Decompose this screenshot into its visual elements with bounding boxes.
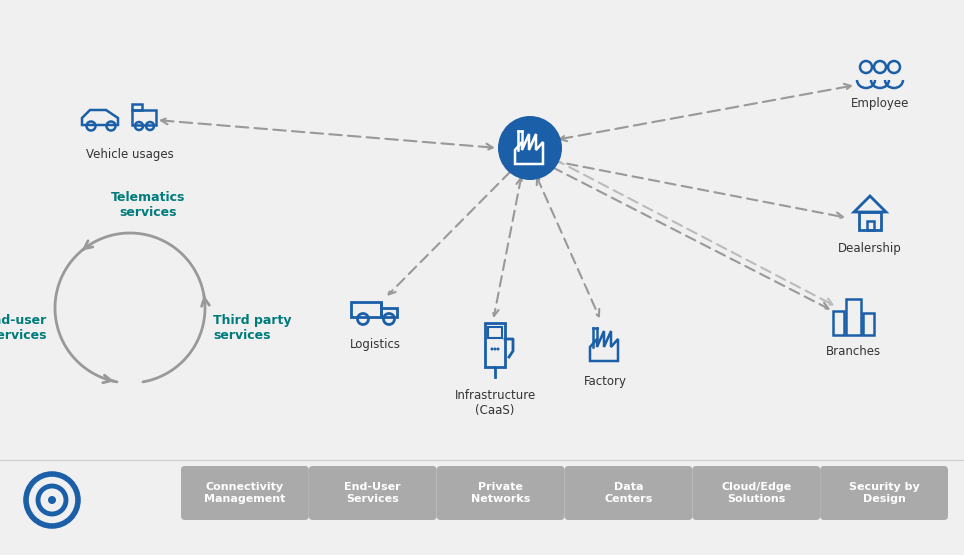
- FancyBboxPatch shape: [181, 466, 308, 520]
- Text: Security by
Design: Security by Design: [848, 482, 920, 504]
- FancyBboxPatch shape: [308, 466, 437, 520]
- Text: Vehicle usages: Vehicle usages: [86, 148, 174, 161]
- Bar: [488, 327, 502, 338]
- FancyBboxPatch shape: [692, 466, 820, 520]
- FancyBboxPatch shape: [565, 466, 692, 520]
- Text: Telematics
services: Telematics services: [111, 191, 185, 219]
- Text: Connectivity
Management: Connectivity Management: [204, 482, 285, 504]
- Text: Dealership: Dealership: [838, 242, 902, 255]
- Text: End-User
Services: End-User Services: [344, 482, 401, 504]
- Bar: [846, 299, 861, 335]
- Text: Infrastructure
(CaaS): Infrastructure (CaaS): [454, 389, 536, 417]
- FancyBboxPatch shape: [820, 466, 948, 520]
- Bar: [859, 212, 881, 230]
- Bar: [863, 313, 874, 335]
- Text: End-user
services: End-user services: [0, 314, 47, 342]
- Bar: [867, 221, 873, 230]
- Bar: [485, 323, 505, 367]
- Text: Cloud/Edge
Solutions: Cloud/Edge Solutions: [721, 482, 791, 504]
- Text: Logistics: Logistics: [350, 338, 400, 351]
- Circle shape: [494, 347, 496, 351]
- Bar: [833, 311, 844, 335]
- Text: Third party
services: Third party services: [213, 314, 291, 342]
- Circle shape: [491, 347, 494, 351]
- Circle shape: [498, 116, 562, 180]
- Text: Employee: Employee: [851, 97, 909, 110]
- Text: Data
Centers: Data Centers: [604, 482, 653, 504]
- FancyBboxPatch shape: [437, 466, 565, 520]
- Circle shape: [48, 496, 56, 504]
- Circle shape: [496, 347, 499, 351]
- Text: Factory: Factory: [583, 375, 627, 388]
- Text: Private
Networks: Private Networks: [470, 482, 530, 504]
- Text: Branches: Branches: [825, 345, 880, 358]
